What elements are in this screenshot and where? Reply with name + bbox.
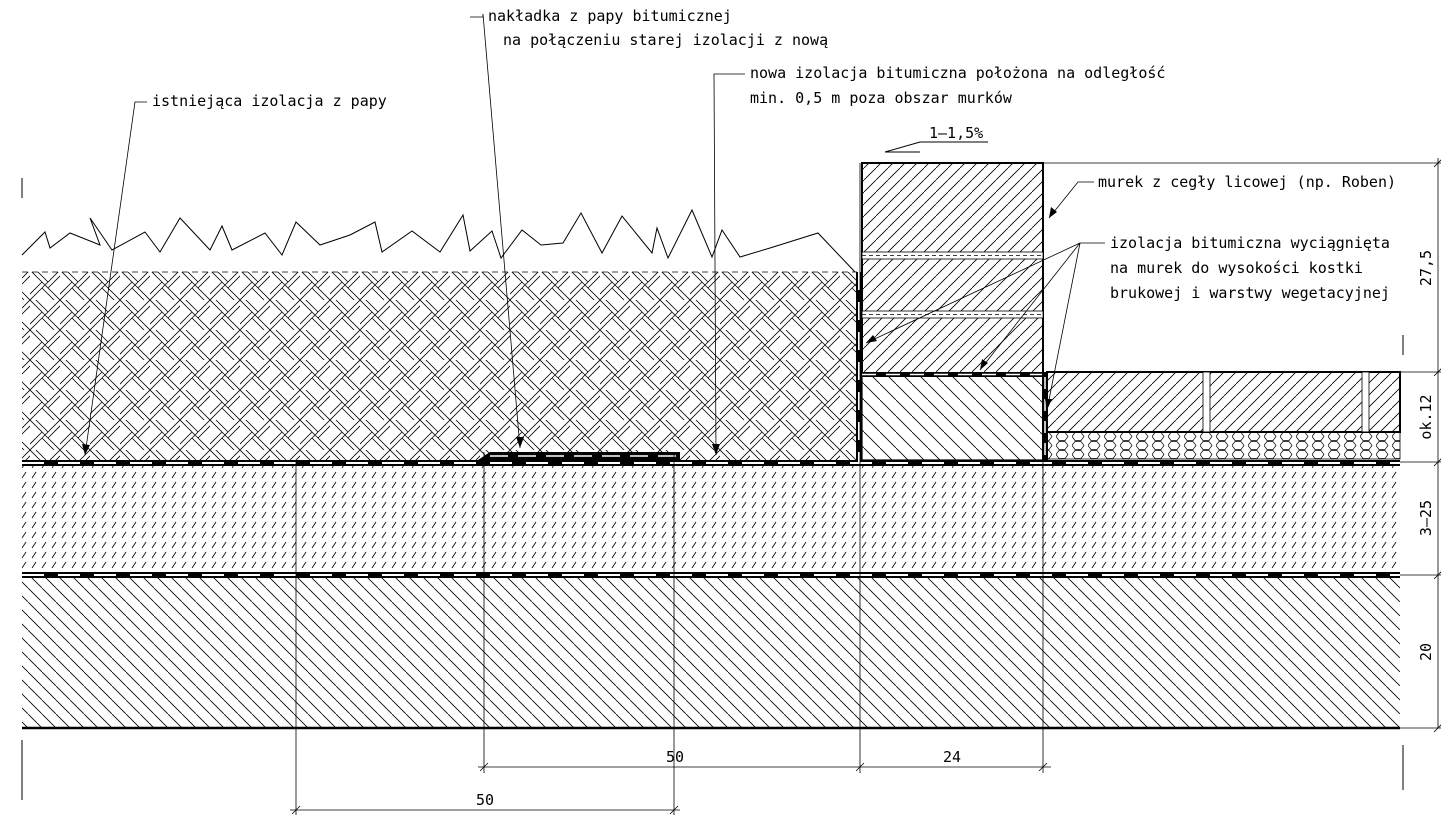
bottom-dimension-lines (290, 762, 1051, 815)
raised-insulation-strip (856, 272, 1048, 462)
concrete-slab (22, 578, 1400, 730)
right-dimension-line (1043, 158, 1441, 733)
wall-note: murek z cegły licowej (np. Roben) (1098, 173, 1396, 191)
gravel-bed (1046, 431, 1401, 460)
dim-height-slab: 20 (1417, 643, 1435, 661)
existing-insulation-note: istniejąca izolacja z papy (152, 92, 387, 110)
raised-insulation-note-line3: brukowej i warstwy wegetacyjnej (1110, 284, 1390, 302)
dim-overlap-upper: 50 (666, 748, 684, 766)
leader-arrows (82, 207, 1057, 455)
dim-height-paving: ok.12 (1417, 394, 1435, 439)
grass-line (21, 208, 856, 273)
section-break-marks (21, 178, 1404, 800)
wall-base (861, 375, 1044, 461)
dim-height-screed: 3–25 (1417, 500, 1435, 536)
lower-insulation (22, 572, 1400, 578)
new-insulation-note-line2: min. 0,5 m poza obszar murków (750, 89, 1013, 107)
dim-overlap-lower: 50 (476, 791, 494, 809)
soil-layer (22, 271, 857, 462)
new-insulation-note-line1: nowa izolacja bitumiczna położona na odl… (750, 64, 1165, 82)
brick-wall (861, 162, 1044, 374)
screed-layer (22, 466, 1400, 575)
dim-wall-width: 24 (943, 748, 961, 766)
slope-label: 1–1,5% (929, 124, 983, 142)
upper-insulation (22, 460, 1400, 466)
overlay-note-line1: nakładka z papy bitumicznej (488, 7, 732, 25)
guide-lines (295, 163, 1044, 815)
dim-height-wall: 27,5 (1417, 250, 1435, 286)
insulation-overlay (296, 452, 680, 460)
raised-insulation-note-line2: na murek do wysokości kostki (1110, 259, 1363, 277)
leader-lines (84, 13, 1105, 456)
overlay-note-line2: na połączeniu starej izolacji z nową (503, 31, 828, 49)
slope-symbol (884, 141, 988, 153)
paving-stones (1046, 371, 1401, 433)
raised-insulation-note-line1: izolacja bitumiczna wyciągnięta (1110, 234, 1390, 252)
